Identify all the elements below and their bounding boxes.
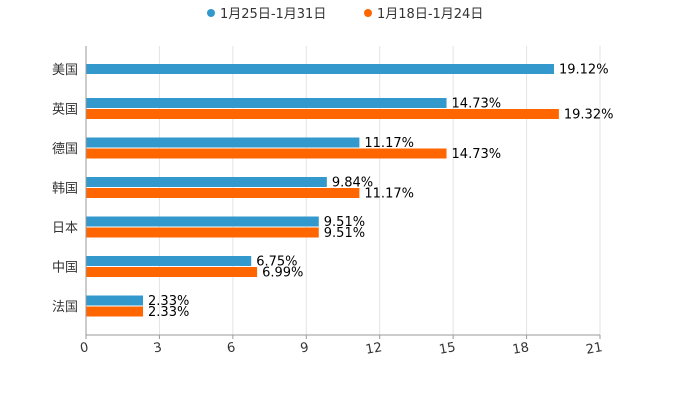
legend-label-1: 1月18日-1月24日: [377, 7, 483, 22]
data-label: 19.12%: [559, 63, 609, 78]
data-label: 11.17%: [364, 187, 414, 202]
legend: 1月25日-1月31日 1月18日-1月24日: [207, 7, 483, 22]
legend-marker-1: [364, 9, 372, 17]
bar-series-0-日本: [86, 216, 319, 227]
x-tick-label-0: 0: [79, 340, 90, 356]
x-tick-label-3: 3: [152, 340, 163, 356]
x-tick-label-6: 6: [226, 340, 237, 356]
data-label: 2.33%: [148, 294, 189, 309]
data-label: 9.51%: [324, 215, 365, 230]
bar-series-0-美国: [86, 64, 554, 74]
bar-series-1-日本: [86, 227, 319, 238]
data-label: 6.99%: [262, 266, 303, 281]
bar-series-0-韩国: [86, 177, 327, 187]
category-label: 中国: [52, 261, 78, 276]
bar-series-1-法国: [86, 306, 144, 317]
x-tick-label-15: 15: [438, 340, 457, 358]
label-layer: 美国 19.12% 英国 14.73% 19.32% 德国 11.17% 14.73% 韩国 9.…: [52, 63, 613, 321]
data-label: 2.33%: [148, 305, 189, 320]
data-label: 9.51%: [324, 226, 365, 241]
axis-layer: 0 3 6 9 12 15 18 21: [79, 46, 604, 358]
x-tick-label-12: 12: [365, 340, 384, 358]
legend-marker-0: [207, 9, 215, 17]
data-label: 6.75%: [256, 255, 297, 270]
category-label: 德国: [52, 142, 78, 157]
bar-layer: [86, 64, 559, 317]
data-label: 9.84%: [332, 176, 373, 191]
bar-series-1-德国: [86, 148, 447, 159]
bar-series-1-中国: [86, 267, 258, 277]
legend-label-0: 1月25日-1月31日: [220, 7, 326, 22]
data-label: 14.73%: [452, 147, 502, 162]
bar-series-0-中国: [86, 256, 252, 266]
category-label: 英国: [52, 103, 78, 118]
category-label: 美国: [52, 63, 78, 78]
x-tick-label-18: 18: [511, 340, 530, 358]
bar-series-0-德国: [86, 137, 360, 148]
bar-series-0-英国: [86, 98, 447, 108]
bar-series-1-韩国: [86, 188, 360, 198]
category-label: 韩国: [52, 182, 78, 197]
data-label: 14.73%: [452, 97, 502, 112]
x-tick-label-21: 21: [585, 340, 604, 358]
data-label: 11.17%: [364, 136, 414, 151]
bar-series-0-法国: [86, 295, 144, 306]
category-label: 法国: [52, 300, 78, 315]
bar-series-1-英国: [86, 109, 559, 119]
category-label: 日本: [52, 221, 78, 236]
data-label: 19.32%: [564, 108, 614, 123]
x-tick-label-9: 9: [299, 340, 310, 356]
